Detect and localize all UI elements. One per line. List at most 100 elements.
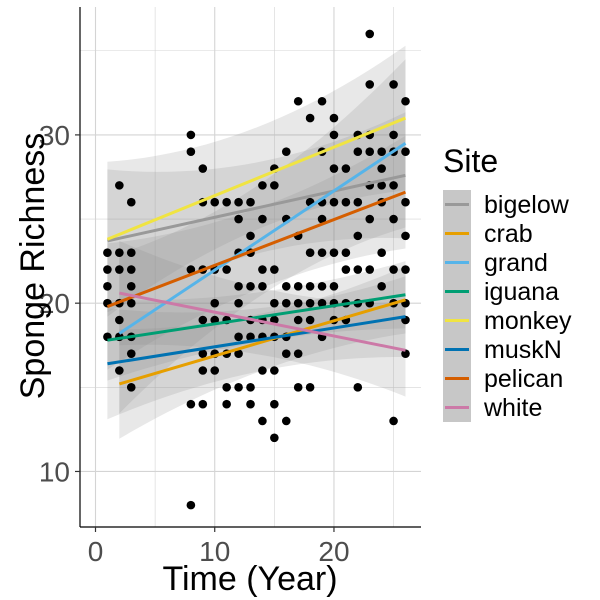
- data-point: [198, 349, 208, 358]
- data-point: [234, 214, 243, 224]
- legend-label-grand: grand: [484, 249, 548, 277]
- data-point: [126, 265, 136, 274]
- data-point: [353, 147, 363, 157]
- data-point: [246, 282, 255, 291]
- data-point: [246, 332, 255, 342]
- data-point: [377, 248, 386, 257]
- data-point: [317, 298, 327, 308]
- data-point: [293, 383, 303, 392]
- data-point: [234, 332, 243, 342]
- data-point: [186, 500, 196, 510]
- data-point: [126, 383, 136, 392]
- data-point: [115, 315, 124, 325]
- data-point: [353, 197, 363, 207]
- data-point: [222, 197, 231, 207]
- x-axis-title: Time (Year): [162, 560, 337, 598]
- data-point: [258, 282, 267, 291]
- data-point: [234, 383, 243, 392]
- data-point: [401, 265, 410, 274]
- data-point: [353, 383, 363, 392]
- data-point: [126, 197, 136, 207]
- y-tick-label: 30: [39, 120, 70, 151]
- data-point: [270, 265, 279, 274]
- data-point: [341, 248, 351, 257]
- x-tick-label: 20: [318, 536, 349, 567]
- data-point: [341, 265, 351, 274]
- data-point: [258, 265, 267, 274]
- data-point: [365, 147, 375, 157]
- legend-label-iguana: iguana: [484, 278, 559, 306]
- data-point: [293, 298, 303, 308]
- data-point: [353, 265, 363, 274]
- y-tick-label: 10: [39, 456, 70, 487]
- data-point: [281, 298, 291, 308]
- legend-label-pelican: pelican: [484, 365, 563, 393]
- data-point: [329, 248, 339, 257]
- legend-label-bigelow: bigelow: [484, 191, 570, 219]
- trend-line-white: [119, 291, 406, 352]
- data-point: [365, 29, 375, 39]
- legend-label-white: white: [483, 394, 542, 422]
- legend-label-crab: crab: [484, 220, 533, 248]
- data-point: [234, 298, 243, 308]
- y-tick-label: 20: [39, 288, 70, 319]
- data-point: [377, 164, 386, 173]
- data-point: [341, 197, 351, 207]
- data-point: [401, 147, 410, 157]
- data-point: [198, 399, 208, 409]
- data-point: [270, 433, 279, 443]
- data-point: [305, 282, 315, 291]
- legend-label-monkey: monkey: [484, 307, 572, 335]
- data-point: [389, 416, 398, 426]
- x-tick-label: 10: [199, 536, 230, 567]
- trend-line-crab: [118, 298, 406, 386]
- data-point: [281, 282, 291, 291]
- data-point: [329, 164, 339, 173]
- data-point: [258, 416, 267, 426]
- legend-title: Site: [443, 143, 498, 179]
- data-point: [317, 96, 327, 106]
- data-point: [389, 130, 398, 140]
- data-point: [329, 130, 339, 140]
- data-point: [353, 231, 363, 241]
- data-point: [365, 214, 375, 224]
- data-point: [186, 130, 196, 140]
- data-point: [246, 197, 255, 207]
- ribbon-muskN: [107, 276, 406, 420]
- data-point: [377, 147, 386, 157]
- data-point: [126, 298, 136, 308]
- data-point: [401, 96, 410, 106]
- data-point: [258, 214, 267, 224]
- data-point: [115, 248, 124, 257]
- data-point: [317, 248, 327, 257]
- data-point: [317, 214, 327, 224]
- data-point: [329, 197, 339, 207]
- data-point: [270, 366, 279, 375]
- data-point: [210, 197, 220, 207]
- data-point: [246, 231, 255, 241]
- data-point: [270, 298, 279, 308]
- data-point: [115, 181, 124, 190]
- axes: [75, 7, 421, 532]
- data-point: [234, 197, 243, 207]
- data-point: [246, 383, 255, 392]
- data-point: [103, 265, 112, 274]
- data-point: [103, 282, 112, 291]
- data-point: [401, 197, 410, 207]
- ribbon-bigelow: [107, 112, 406, 313]
- data-point: [365, 265, 375, 274]
- trend-line-iguana: [107, 293, 406, 342]
- data-point: [222, 383, 231, 392]
- data-point: [198, 366, 208, 375]
- data-point: [222, 265, 231, 274]
- data-point: [281, 349, 291, 358]
- data-point: [293, 282, 303, 291]
- x-tick-label: 0: [88, 536, 104, 567]
- data-point: [115, 366, 124, 375]
- data-point: [198, 315, 208, 325]
- data-point: [186, 265, 196, 274]
- data-point: [270, 399, 279, 409]
- data-point: [305, 315, 315, 325]
- data-point: [305, 383, 315, 392]
- legend: Site bigelowcrabgrandiguanamonkeymuskNpe…: [443, 143, 572, 422]
